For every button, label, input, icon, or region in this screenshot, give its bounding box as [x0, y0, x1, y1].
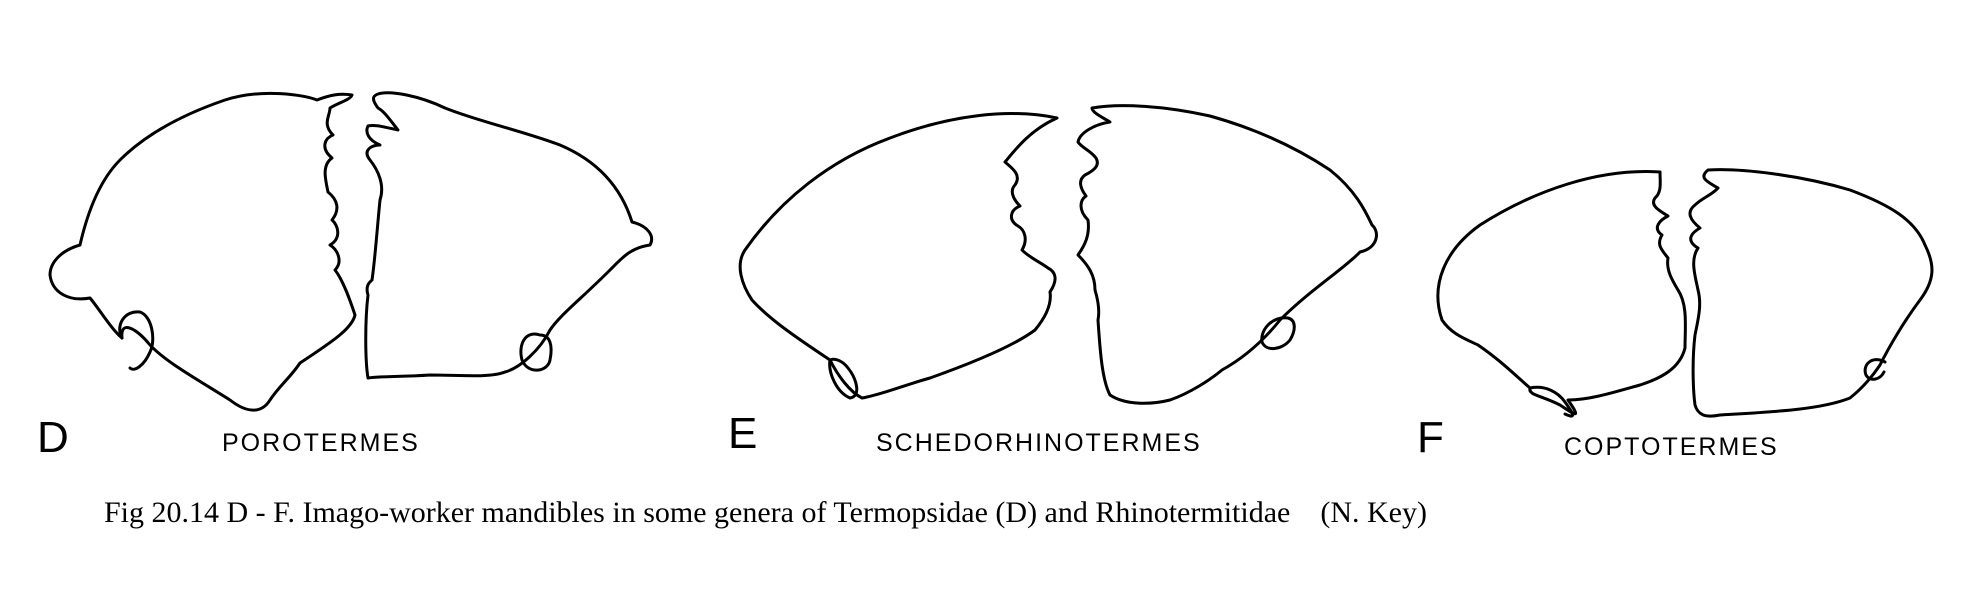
figure-caption: Fig 20.14 D - F. Imago-worker mandibles …: [104, 496, 1427, 529]
porotermes-left-mandible: [48, 91, 357, 412]
coptotermes-left-condyle: [1528, 385, 1575, 418]
panel-d: [48, 91, 654, 412]
schedorhinotermes-right-condyle: [1260, 316, 1296, 350]
coptotermes-right-condyle: [1863, 358, 1887, 381]
panel-f: [1436, 168, 1934, 418]
coptotermes-right-mandible: [1688, 168, 1934, 418]
coptotermes-left-mandible: [1436, 170, 1687, 416]
genus-label-schedorhinotermes: SCHEDORHINOTERMES: [876, 429, 1202, 457]
panel-letter-e: E: [728, 409, 757, 458]
schedorhinotermes-left-condyle: [828, 357, 859, 400]
porotermes-right-mandible: [364, 91, 654, 380]
genus-label-coptotermes: COPTOTERMES: [1564, 433, 1779, 461]
panel-letter-f: F: [1417, 413, 1444, 462]
genus-label-porotermes: POROTERMES: [222, 429, 420, 457]
porotermes-left-condyle: [118, 310, 155, 371]
schedorhinotermes-right-mandible: [1076, 104, 1378, 405]
porotermes-right-condyle: [519, 332, 553, 372]
panel-letter-d: D: [37, 413, 69, 462]
schedorhinotermes-left-mandible: [738, 112, 1059, 400]
panel-e: [738, 104, 1378, 405]
